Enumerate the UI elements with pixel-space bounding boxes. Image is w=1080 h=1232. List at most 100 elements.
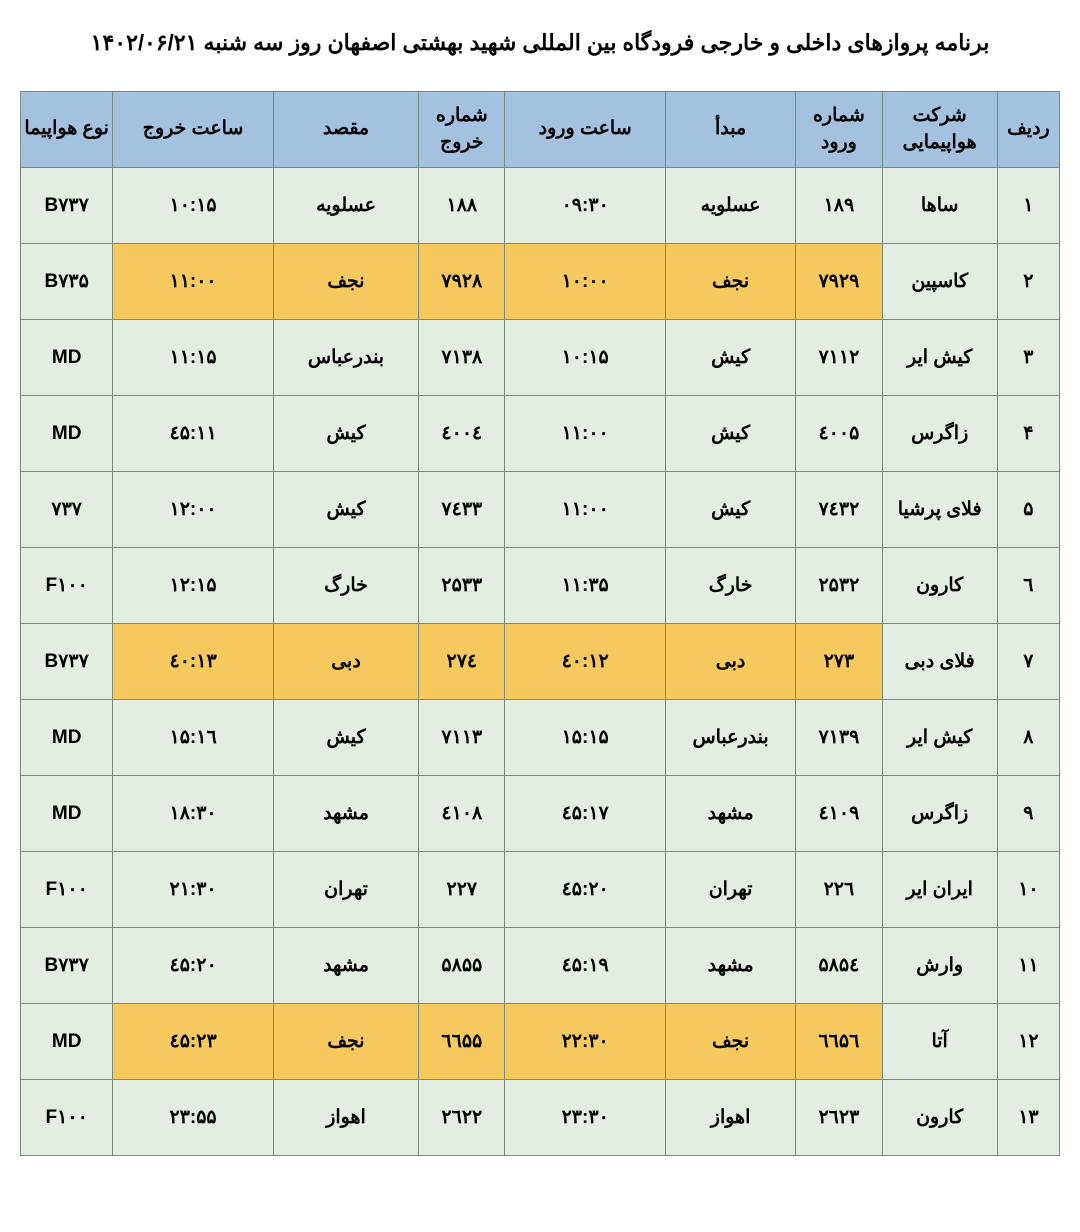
cell-dep_time: ۱۸:۳۰ <box>113 776 273 852</box>
cell-dep_time: ۱۲:۱۵ <box>113 548 273 624</box>
cell-row: ۷ <box>997 624 1059 700</box>
cell-dest: نجف <box>273 244 418 320</box>
cell-origin: کیش <box>665 472 795 548</box>
cell-dep_num: ۲۵۳۳ <box>419 548 505 624</box>
table-row: ٦کارون۲۵۳۲خارگ۱۱:۳۵۲۵۳۳خارگ۱۲:۱۵F۱۰۰ <box>21 548 1060 624</box>
cell-origin: عسلویه <box>665 168 795 244</box>
cell-airline: کیش ایر <box>882 700 997 776</box>
cell-origin: مشهد <box>665 928 795 1004</box>
cell-airline: ساها <box>882 168 997 244</box>
cell-row: ۱۱ <box>997 928 1059 1004</box>
cell-dep_num: ۲۲۷ <box>419 852 505 928</box>
cell-origin: نجف <box>665 244 795 320</box>
cell-origin: خارگ <box>665 548 795 624</box>
cell-arr_time: ۱۹:٤۵ <box>505 928 665 1004</box>
cell-row: ۵ <box>997 472 1059 548</box>
cell-dest: کیش <box>273 396 418 472</box>
cell-origin: کیش <box>665 320 795 396</box>
table-row: ۱۲آتا٦٦۵٦نجف۲۲:۳۰٦٦۵۵نجف۲۳:٤۵MD <box>21 1004 1060 1080</box>
page-title: برنامه پروازهای داخلی و خارجی فرودگاه بی… <box>20 20 1060 66</box>
cell-arr_time: ۱۱:۰۰ <box>505 396 665 472</box>
cell-arr_num: ۷٤۳۲ <box>796 472 882 548</box>
table-row: ۴زاگرس٤۰۰۵کیش۱۱:۰۰٤۰۰٤کیش۱۱:٤۵MD <box>21 396 1060 472</box>
cell-arr_num: ۷۹۲۹ <box>796 244 882 320</box>
table-row: ۲کاسپین۷۹۲۹نجف۱۰:۰۰۷۹۲۸نجف۱۱:۰۰B۷۳۵ <box>21 244 1060 320</box>
cell-arr_num: ۲۷۳ <box>796 624 882 700</box>
th-dep-num: شماره خروج <box>419 92 505 168</box>
table-row: ۱۱وارش۵۸۵٤مشهد۱۹:٤۵۵۸۵۵مشهد۲۰:٤۵B۷۳۷ <box>21 928 1060 1004</box>
cell-dep_time: ۱٦:۱۵ <box>113 700 273 776</box>
cell-dest: کیش <box>273 472 418 548</box>
cell-arr_num: ۱۸۹ <box>796 168 882 244</box>
cell-dest: تهران <box>273 852 418 928</box>
table-row: ۵فلای پرشیا۷٤۳۲کیش۱۱:۰۰۷٤۳۳کیش۱۲:۰۰۷۳۷ <box>21 472 1060 548</box>
flight-table: ردیف شرکت هواپیمایی شماره ورود مبدأ ساعت… <box>20 91 1060 1156</box>
cell-dep_time: ۱۰:۱۵ <box>113 168 273 244</box>
cell-dest: اهواز <box>273 1080 418 1156</box>
th-airline: شرکت هواپیمایی <box>882 92 997 168</box>
cell-row: ۱۳ <box>997 1080 1059 1156</box>
cell-arr_time: ۱۰:۰۰ <box>505 244 665 320</box>
cell-row: ۳ <box>997 320 1059 396</box>
table-row: ۳کیش ایر۷۱۱۲کیش۱۰:۱۵۷۱۳۸بندرعباس۱۱:۱۵MD <box>21 320 1060 396</box>
cell-row: ٦ <box>997 548 1059 624</box>
cell-dep_num: ٤۱۰۸ <box>419 776 505 852</box>
cell-dep_time: ۲۳:٤۵ <box>113 1004 273 1080</box>
cell-dest: کیش <box>273 700 418 776</box>
cell-arr_num: ۲۲٦ <box>796 852 882 928</box>
th-row: ردیف <box>997 92 1059 168</box>
th-dep-time: ساعت خروج <box>113 92 273 168</box>
cell-dep_time: ۱۱:۱۵ <box>113 320 273 396</box>
cell-arr_time: ۱۰:۱۵ <box>505 320 665 396</box>
table-body: ۱ساها۱۸۹عسلویه۰۹:۳۰۱۸۸عسلویه۱۰:۱۵B۷۳۷۲کا… <box>21 168 1060 1156</box>
cell-row: ۲ <box>997 244 1059 320</box>
cell-aircraft: MD <box>21 320 113 396</box>
th-arr-num: شماره ورود <box>796 92 882 168</box>
cell-dep_time: ۲۰:٤۵ <box>113 928 273 1004</box>
cell-airline: ایران ایر <box>882 852 997 928</box>
cell-airline: کیش ایر <box>882 320 997 396</box>
cell-airline: فلای پرشیا <box>882 472 997 548</box>
table-header: ردیف شرکت هواپیمایی شماره ورود مبدأ ساعت… <box>21 92 1060 168</box>
cell-arr_num: ۷۱۳۹ <box>796 700 882 776</box>
cell-dep_time: ۱۱:٤۵ <box>113 396 273 472</box>
cell-airline: زاگرس <box>882 776 997 852</box>
cell-dep_num: ٦٦۵۵ <box>419 1004 505 1080</box>
cell-dep_num: ٤۰۰٤ <box>419 396 505 472</box>
cell-dep_time: ۲۳:۵۵ <box>113 1080 273 1156</box>
cell-arr_time: ۱۵:۱۵ <box>505 700 665 776</box>
cell-row: ۱ <box>997 168 1059 244</box>
cell-aircraft: MD <box>21 396 113 472</box>
cell-airline: زاگرس <box>882 396 997 472</box>
cell-airline: کاسپین <box>882 244 997 320</box>
cell-origin: مشهد <box>665 776 795 852</box>
cell-dest: نجف <box>273 1004 418 1080</box>
cell-arr_num: ۲٦۲۳ <box>796 1080 882 1156</box>
cell-dep_num: ۵۸۵۵ <box>419 928 505 1004</box>
cell-dest: مشهد <box>273 776 418 852</box>
cell-dep_num: ۲۷٤ <box>419 624 505 700</box>
cell-dep_num: ۷۱۱۳ <box>419 700 505 776</box>
th-origin: مبدأ <box>665 92 795 168</box>
cell-dep_time: ۱۱:۰۰ <box>113 244 273 320</box>
cell-dep_num: ۷٤۳۳ <box>419 472 505 548</box>
cell-origin: دبی <box>665 624 795 700</box>
cell-aircraft: MD <box>21 1004 113 1080</box>
cell-airline: وارش <box>882 928 997 1004</box>
cell-arr_time: ۱۷:٤۵ <box>505 776 665 852</box>
cell-aircraft: B۷۳۷ <box>21 928 113 1004</box>
cell-aircraft: B۷۳۷ <box>21 624 113 700</box>
cell-arr_num: ٦٦۵٦ <box>796 1004 882 1080</box>
cell-arr_num: ٤۰۰۵ <box>796 396 882 472</box>
th-arr-time: ساعت ورود <box>505 92 665 168</box>
cell-row: ۸ <box>997 700 1059 776</box>
cell-aircraft: F۱۰۰ <box>21 548 113 624</box>
cell-aircraft: F۱۰۰ <box>21 1080 113 1156</box>
cell-origin: کیش <box>665 396 795 472</box>
cell-airline: کارون <box>882 548 997 624</box>
table-row: ۱ساها۱۸۹عسلویه۰۹:۳۰۱۸۸عسلویه۱۰:۱۵B۷۳۷ <box>21 168 1060 244</box>
cell-row: ۱۲ <box>997 1004 1059 1080</box>
cell-aircraft: MD <box>21 700 113 776</box>
cell-dest: بندرعباس <box>273 320 418 396</box>
cell-aircraft: B۷۳۷ <box>21 168 113 244</box>
